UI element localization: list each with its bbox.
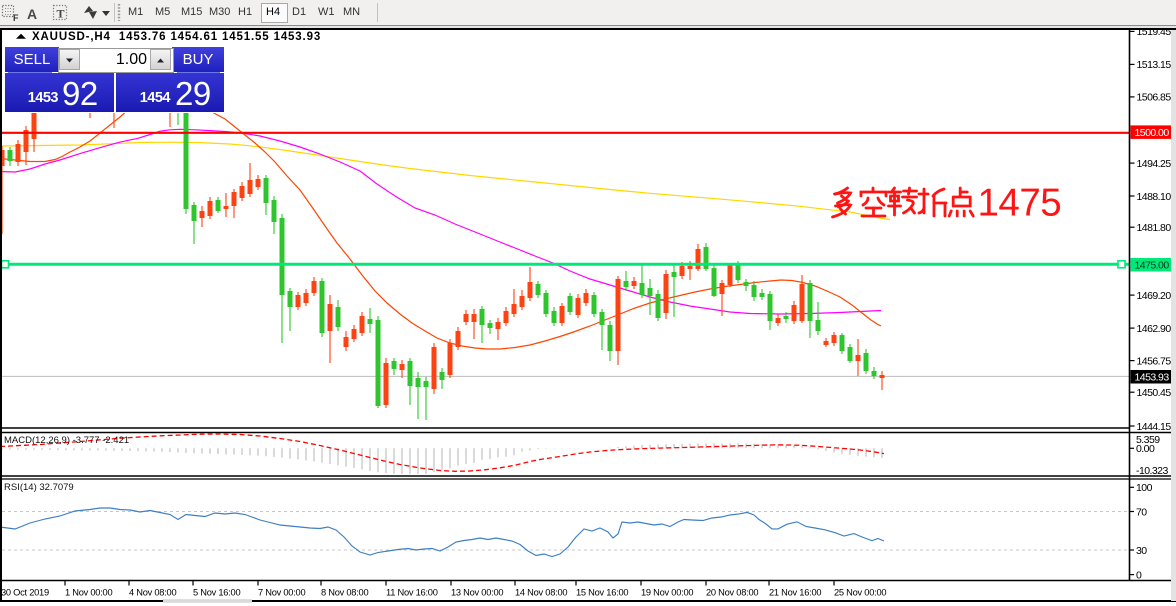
svg-text:19 Nov 00:00: 19 Nov 00:00 <box>641 588 693 598</box>
svg-text:F: F <box>13 13 19 23</box>
svg-text:4 Nov 08:00: 4 Nov 08:00 <box>129 588 176 598</box>
svg-text:70: 70 <box>1136 506 1147 518</box>
svg-text:1444.15: 1444.15 <box>1137 421 1172 433</box>
svg-text:1450.45: 1450.45 <box>1137 387 1172 399</box>
svg-text:1469.20: 1469.20 <box>1137 290 1172 302</box>
svg-text:25 Nov 00:00: 25 Nov 00:00 <box>834 588 886 598</box>
svg-text:1506.85: 1506.85 <box>1137 92 1172 104</box>
svg-text:7 Nov 00:00: 7 Nov 00:00 <box>258 588 305 598</box>
svg-text:30 Oct 2019: 30 Oct 2019 <box>1 588 49 598</box>
svg-text:8 Nov 08:00: 8 Nov 08:00 <box>321 588 368 598</box>
svg-text:RSI(14) 32.7079: RSI(14) 32.7079 <box>4 482 74 493</box>
svg-text:1500.00: 1500.00 <box>1135 127 1170 139</box>
svg-text:5 Nov 16:00: 5 Nov 16:00 <box>193 588 240 598</box>
svg-text:5.359: 5.359 <box>1136 434 1160 446</box>
svg-text:1456.75: 1456.75 <box>1137 355 1172 367</box>
svg-text:15 Nov 16:00: 15 Nov 16:00 <box>576 588 628 598</box>
svg-text:13 Nov 00:00: 13 Nov 00:00 <box>451 588 503 598</box>
svg-text:-10.323: -10.323 <box>1136 465 1168 477</box>
svg-text:T: T <box>57 7 65 21</box>
svg-text:21 Nov 16:00: 21 Nov 16:00 <box>769 588 821 598</box>
svg-text:1462.90: 1462.90 <box>1137 323 1172 335</box>
svg-text:1475: 1475 <box>978 182 1062 225</box>
svg-text:1453.93: 1453.93 <box>1135 372 1170 384</box>
svg-text:14 Nov 08:00: 14 Nov 08:00 <box>515 588 567 598</box>
svg-text:A: A <box>27 6 37 22</box>
svg-text:XAUUSD-,H4 1453.76 1454.61 14: XAUUSD-,H4 1453.76 1454.61 1451.55 1453.… <box>32 31 321 43</box>
svg-text:MACD(12,26,9) -3.777 -2.421: MACD(12,26,9) -3.777 -2.421 <box>4 435 129 446</box>
svg-text:30: 30 <box>1136 545 1147 557</box>
svg-text:20 Nov 08:00: 20 Nov 08:00 <box>706 588 758 598</box>
svg-text:0: 0 <box>1136 569 1142 581</box>
svg-text:1 Nov 00:00: 1 Nov 00:00 <box>65 588 112 598</box>
svg-text:1481.80: 1481.80 <box>1137 222 1172 234</box>
svg-text:11 Nov 16:00: 11 Nov 16:00 <box>386 588 438 598</box>
svg-text:1513.15: 1513.15 <box>1137 59 1172 71</box>
svg-text:100: 100 <box>1136 482 1153 494</box>
svg-text:1494.25: 1494.25 <box>1137 158 1172 170</box>
svg-text:1475.00: 1475.00 <box>1135 260 1170 272</box>
svg-text:0.00: 0.00 <box>1136 443 1155 455</box>
svg-text:1488.10: 1488.10 <box>1137 191 1172 203</box>
